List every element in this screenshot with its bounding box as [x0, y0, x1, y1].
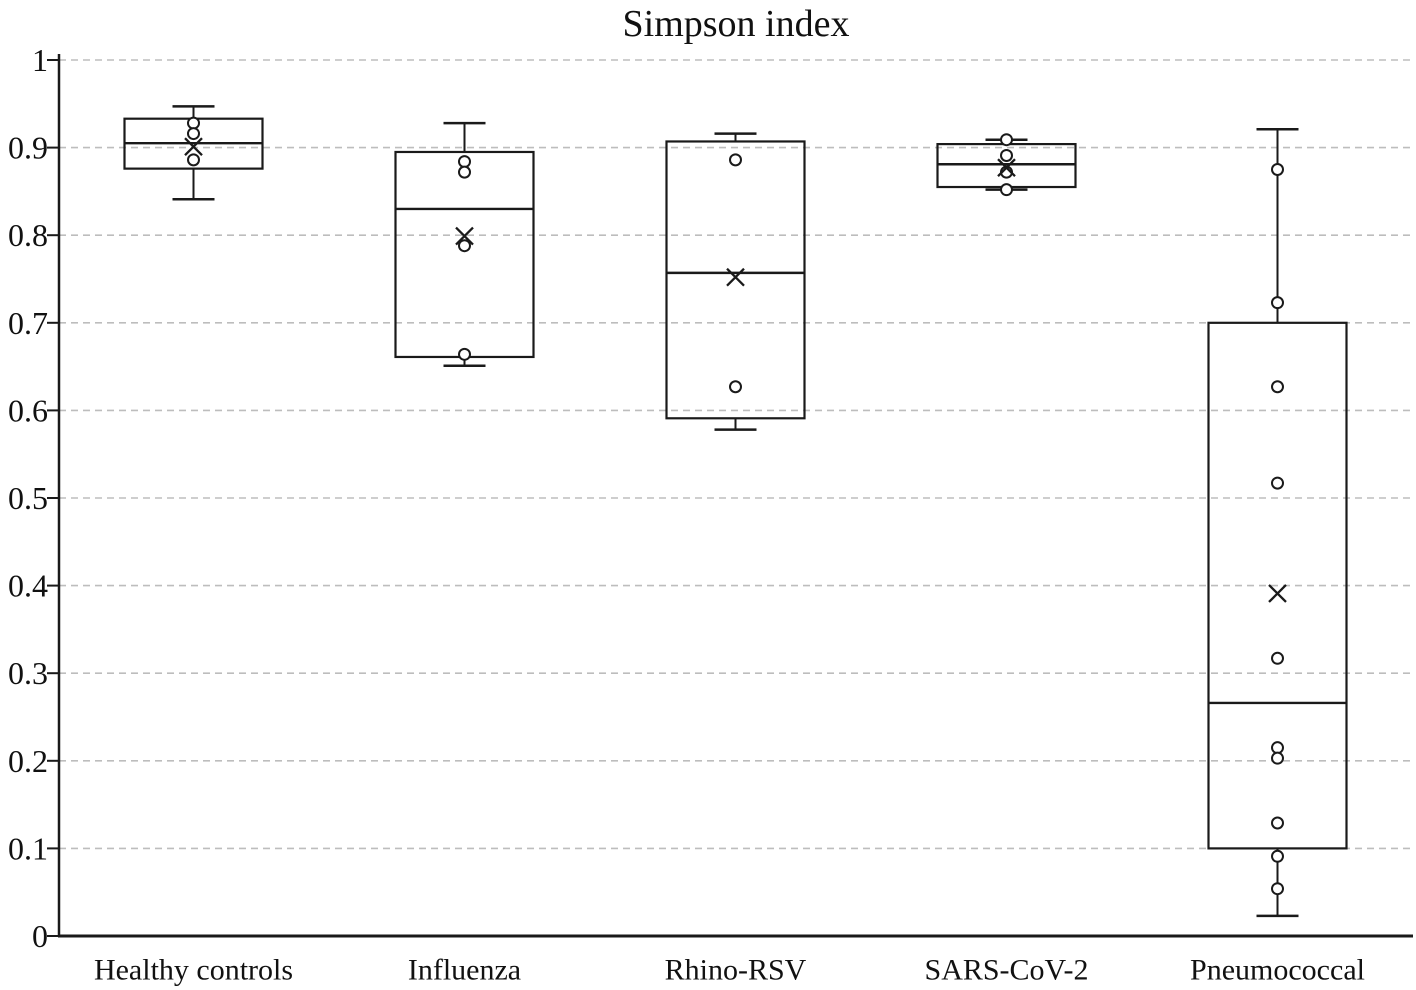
y-tick-label-0.3: 0.3 [8, 655, 48, 691]
x-category-label-influenza: Influenza [408, 954, 521, 987]
data-point-pneumococcal-8 [1271, 849, 1284, 863]
y-tick-label-0.6: 0.6 [8, 392, 48, 428]
data-point-influenza-0 [458, 155, 471, 169]
boxplot-pneumococcal: Pneumococcal [1190, 127, 1365, 987]
x-category-label-sars-cov-2: SARS-CoV-2 [925, 954, 1089, 987]
data-point-pneumococcal-2 [1271, 380, 1284, 394]
boxplot-rhino-rsv: Rhino-RSV [665, 132, 807, 987]
y-tick-label-0.9: 0.9 [8, 130, 48, 166]
data-point-sars-cov-2-1 [1000, 148, 1013, 162]
y-tick-label-0.1: 0.1 [8, 830, 48, 866]
iqr-box-rhino-rsv [665, 140, 806, 420]
mean-marker-healthy-controls [184, 137, 203, 157]
data-point-influenza-1 [458, 165, 471, 179]
mean-marker-rhino-rsv [726, 267, 745, 287]
data-point-influenza-2 [458, 239, 471, 253]
x-category-label-rhino-rsv: Rhino-RSV [665, 954, 807, 987]
data-point-pneumococcal-7 [1271, 816, 1284, 830]
y-tick-label-0.8: 0.8 [8, 217, 48, 253]
boxplot-sars-cov-2: SARS-CoV-2 [925, 133, 1089, 987]
boxplot-influenza: Influenza [394, 121, 535, 987]
data-point-sars-cov-2-3 [1000, 183, 1013, 197]
y-tick-label-0.7: 0.7 [8, 305, 48, 341]
data-point-pneumococcal-1 [1271, 296, 1284, 310]
mean-marker-influenza [455, 226, 474, 246]
data-point-pneumococcal-3 [1271, 476, 1284, 490]
data-point-rhino-rsv-0 [729, 153, 742, 167]
data-point-sars-cov-2-0 [1000, 133, 1013, 147]
data-point-influenza-3 [458, 347, 471, 361]
y-tick-label-1: 1 [32, 42, 48, 78]
data-point-pneumococcal-9 [1271, 882, 1284, 896]
y-tick-label-0.2: 0.2 [8, 743, 48, 779]
data-point-healthy-controls-1 [187, 127, 200, 141]
x-category-label-pneumococcal: Pneumococcal [1190, 954, 1365, 987]
iqr-box-pneumococcal [1207, 321, 1348, 850]
mean-marker-pneumococcal [1268, 584, 1287, 603]
data-point-pneumococcal-6 [1271, 751, 1284, 765]
data-point-pneumococcal-4 [1271, 651, 1284, 665]
mean-marker-sars-cov-2 [997, 158, 1016, 178]
y-tick-label-0.4: 0.4 [8, 568, 48, 604]
iqr-box-influenza [394, 150, 535, 359]
chart-title: Simpson index [622, 3, 850, 45]
data-point-pneumococcal-0 [1271, 163, 1284, 176]
data-point-pneumococcal-5 [1271, 741, 1284, 755]
y-tick-label-0.5: 0.5 [8, 480, 48, 516]
data-point-rhino-rsv-1 [729, 380, 742, 394]
x-category-label-healthy-controls: Healthy controls [94, 954, 293, 987]
y-tick-label-0: 0 [32, 918, 48, 954]
data-point-healthy-controls-2 [187, 153, 200, 167]
boxplot-healthy-controls: Healthy controls [94, 105, 293, 987]
data-point-healthy-controls-0 [187, 116, 200, 130]
